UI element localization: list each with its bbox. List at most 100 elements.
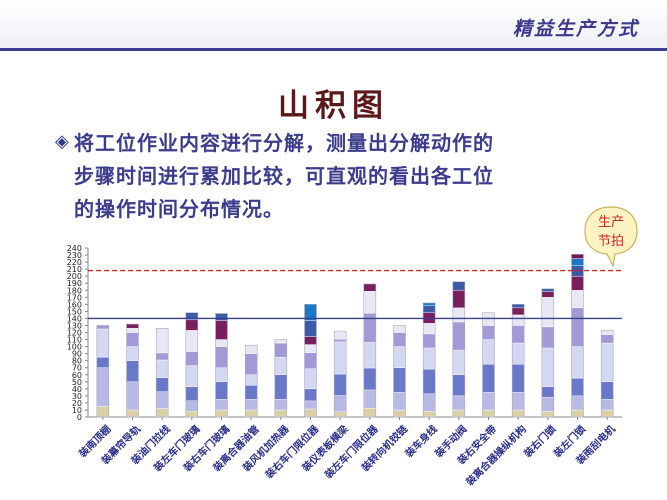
bar-segment [363,367,377,391]
y-tick-label: 30 [72,392,82,401]
bar-segment [482,339,495,365]
brand-title: 精益生产方式 [512,18,639,40]
y-tick-label: 40 [72,385,82,394]
bar-segment [393,332,406,347]
callout-line: 节拍 [597,234,624,249]
y-tick-label: 70 [72,364,82,373]
bar-segment [215,381,228,400]
bar-segment [363,283,377,292]
bar-segment [215,409,228,418]
bar-segment [452,395,466,411]
bar-segment [511,363,525,393]
bar-segment [185,400,199,412]
bar-segment [600,381,614,400]
bar-segment [155,391,169,409]
bar-segment [244,353,258,375]
bar-segment [274,399,288,411]
bar-segment [541,291,555,298]
takt-callout-label: 生产 节拍 [583,213,639,251]
bar-segment [215,320,228,340]
y-tick-label: 60 [72,371,82,380]
bar-segment [215,346,228,368]
bar-segment [452,409,466,418]
bar-segment [274,409,288,418]
bar-segment [333,330,347,340]
bar-segment [304,368,317,390]
y-tick-label: 50 [72,378,82,387]
y-tick-label: 240 [67,244,82,253]
callout-line: 生产 [597,215,624,230]
description-paragraph: 将工位作业内容进行分解，测量出分解动作的 步骤时间进行累加比较，可直观的看出各工… [74,127,614,226]
bar-segment [126,332,139,347]
bar-segment [571,275,584,291]
header-divider [0,48,667,51]
diamond-bullet-icon: ◈ [55,131,69,152]
bar-segment [571,290,584,309]
bar-segment [393,325,406,333]
x-tick-label: 装车身线 [402,422,440,460]
bar-segment [600,330,614,335]
bar-segment [185,319,199,331]
bar-segment [422,323,436,335]
bar-segment [155,359,169,378]
bar-segment [422,347,436,370]
bar-segment [333,338,347,343]
y-tick-label: 160 [67,300,82,309]
bar-segment [126,409,139,418]
bar-segment [452,281,466,291]
page-title: 山积图 [278,88,389,124]
y-tick-label: 120 [67,329,82,338]
bar-segment [422,305,436,313]
bar-segment [422,411,436,418]
bar-segment [363,408,377,418]
bar-segment [185,351,199,366]
takt-callout-bubble [584,206,638,267]
bar-segment [333,341,347,375]
bar-segment [185,386,199,402]
bar-segment [541,386,555,398]
bar-segment [155,377,169,392]
bar-segment [571,395,584,411]
bar-segment [511,409,525,418]
y-tick-label: 190 [67,279,82,288]
bar-segment [244,409,258,418]
bar-segment [244,344,258,354]
bar-segment [571,258,584,266]
bar-segment [244,385,258,400]
y-tick-label: 130 [67,321,82,330]
y-tick-label: 80 [72,357,82,366]
bar-segment [155,328,169,354]
y-tick-label: 100 [67,343,82,352]
bar-segment [511,314,525,326]
bar-segment [393,409,406,418]
bar-segment [215,367,228,382]
bar-segment [541,288,555,292]
bar-segment [126,360,139,382]
bar-segment [185,330,199,352]
bar-segment [274,374,288,400]
bar-segment [422,393,436,412]
bar-segment [274,339,288,344]
bar-segment [363,342,377,369]
y-tick-label: 170 [67,293,82,302]
bar-segment [215,339,228,347]
bar-segment [126,381,139,411]
bar-segment [482,312,495,326]
description-line: 步骤时间进行累加比较，可直观的看出各工位 [74,164,494,188]
y-tick-label: 150 [67,307,82,316]
y-tick-label: 220 [67,258,82,267]
bar-segment [571,307,584,347]
bar-segment [571,254,584,259]
bar-segment [304,336,317,345]
bar-segment [363,312,377,343]
bar-segment [393,392,406,411]
bar-segment [600,334,614,344]
bar-segment [511,304,525,309]
y-tick-label: 140 [67,314,82,323]
bar-segment [185,365,199,387]
x-tick-label: 装右门锁 [520,422,558,460]
bar-segment [274,356,288,375]
bar-segment [304,352,317,369]
y-tick-label: 110 [67,336,82,345]
